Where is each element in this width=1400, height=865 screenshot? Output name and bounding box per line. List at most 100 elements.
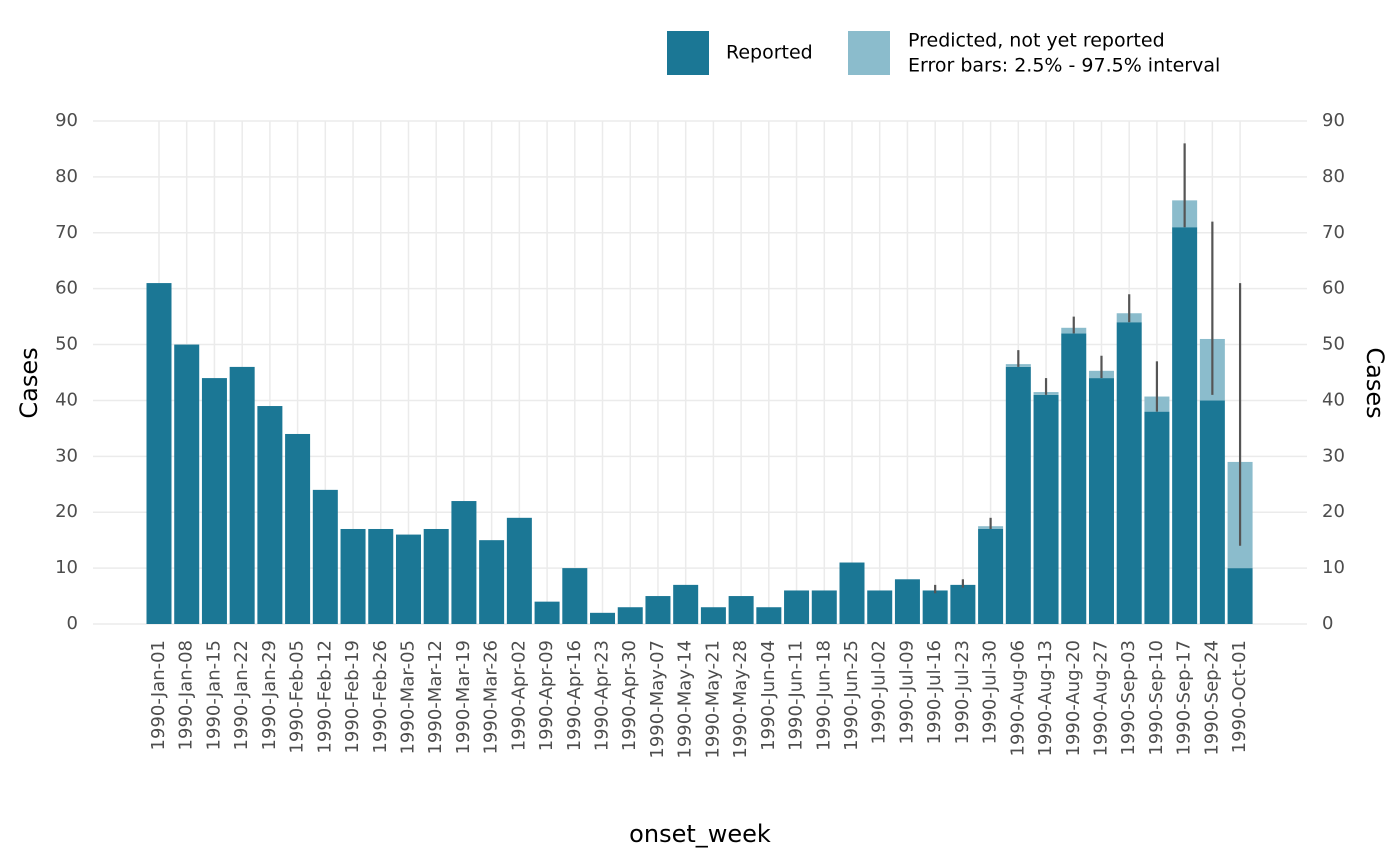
bar	[1144, 411, 1170, 624]
y-tick-label: 50	[55, 334, 78, 355]
bar	[1172, 227, 1198, 624]
bar	[534, 601, 560, 624]
y2-tick-label: 60	[1322, 278, 1345, 299]
y2-tick-label: 40	[1322, 389, 1345, 410]
y2-tick-label: 30	[1322, 445, 1345, 466]
bar	[451, 501, 477, 624]
bar	[1227, 568, 1253, 624]
x-tick-label: 1990-Apr-30	[619, 640, 640, 751]
x-tick-label: 1990-Jul-09	[896, 640, 917, 744]
y2-tick-label: 20	[1322, 501, 1345, 522]
y-tick-label: 0	[67, 613, 78, 634]
bar	[285, 433, 311, 624]
y2-tick-label: 90	[1322, 110, 1345, 131]
y2-tick-label: 0	[1322, 613, 1333, 634]
x-tick-label: 1990-Mar-05	[397, 640, 418, 755]
x-tick-label: 1990-Feb-26	[370, 640, 391, 754]
bar	[257, 406, 283, 624]
x-tick-label: 1990-Aug-27	[1090, 640, 1111, 756]
x-tick-label: 1990-Jul-02	[869, 640, 890, 744]
y-tick-label: 70	[55, 222, 78, 243]
x-tick-label: 1990-Aug-20	[1063, 640, 1084, 756]
y-tick-label: 20	[55, 501, 78, 522]
x-axis-title: onset_week	[629, 820, 771, 848]
bar	[756, 607, 782, 624]
bar	[174, 344, 200, 624]
y-tick-label: 30	[55, 445, 78, 466]
bar	[673, 584, 699, 624]
bar	[562, 568, 588, 624]
legend-label: Predicted, not yet reported	[908, 30, 1165, 52]
bar	[1088, 378, 1114, 624]
x-tick-label: 1990-Sep-03	[1118, 640, 1139, 756]
x-tick-label: 1990-Jan-29	[259, 640, 280, 750]
bar	[1061, 333, 1087, 624]
bar	[506, 517, 532, 624]
x-tick-label: 1990-Apr-16	[564, 640, 585, 751]
legend-swatch	[667, 31, 709, 75]
bar	[617, 607, 643, 624]
x-tick-label: 1990-Apr-09	[536, 640, 557, 751]
legend-label: Error bars: 2.5% - 97.5% interval	[908, 55, 1220, 77]
y2-tick-label: 50	[1322, 334, 1345, 355]
x-tick-label: 1990-Aug-06	[1007, 640, 1028, 756]
bar	[728, 596, 754, 624]
bar	[700, 607, 726, 624]
y2-tick-label: 70	[1322, 222, 1345, 243]
x-tick-label: 1990-Aug-13	[1035, 640, 1056, 756]
y2-tick-label: 10	[1322, 557, 1345, 578]
bar	[1033, 394, 1059, 624]
x-tick-label: 1990-Jun-25	[841, 640, 862, 751]
x-tick-label: 1990-May-28	[730, 640, 751, 759]
bar	[312, 489, 338, 624]
bar	[645, 596, 671, 624]
y-axis-title: Cases	[15, 347, 43, 418]
bar	[867, 590, 893, 624]
x-tick-label: 1990-Sep-17	[1174, 640, 1195, 756]
bar	[922, 590, 948, 624]
bar	[894, 579, 920, 624]
x-tick-label: 1990-Jul-23	[952, 640, 973, 744]
x-tick-label: 1990-Apr-23	[592, 640, 613, 751]
bar	[784, 590, 810, 624]
y-tick-label: 80	[55, 166, 78, 187]
x-tick-label: 1990-Feb-05	[287, 640, 308, 754]
bar	[395, 534, 421, 624]
y-tick-label: 40	[55, 389, 78, 410]
bar	[811, 590, 837, 624]
y2-axis-title: Cases	[1361, 347, 1389, 418]
x-tick-label: 1990-Jan-15	[203, 640, 224, 750]
bar	[1005, 366, 1031, 624]
y2-tick-label: 80	[1322, 166, 1345, 187]
x-tick-label: 1990-Oct-01	[1229, 640, 1250, 753]
x-tick-label: 1990-Jun-11	[786, 640, 807, 751]
y-tick-label: 10	[55, 557, 78, 578]
bar	[839, 562, 865, 624]
x-tick-label: 1990-Feb-12	[314, 640, 335, 754]
x-tick-label: 1990-Mar-12	[425, 640, 446, 755]
x-tick-label: 1990-Jul-30	[980, 640, 1001, 744]
x-tick-label: 1990-Sep-10	[1146, 640, 1167, 756]
legend-label: Reported	[726, 42, 813, 64]
x-tick-label: 1990-Sep-24	[1201, 640, 1222, 756]
x-tick-label: 1990-Feb-19	[342, 640, 363, 754]
bar	[590, 612, 616, 624]
x-tick-label: 1990-May-21	[702, 640, 723, 759]
x-tick-label: 1990-Mar-19	[453, 640, 474, 755]
bar	[479, 540, 505, 624]
x-tick-label: 1990-Apr-02	[508, 640, 529, 751]
bar	[1199, 400, 1225, 624]
x-tick-label: 1990-Mar-26	[481, 640, 502, 755]
x-tick-label: 1990-May-07	[647, 640, 668, 759]
x-tick-label: 1990-Jan-22	[231, 640, 252, 750]
bar	[201, 378, 227, 624]
y-tick-label: 60	[55, 278, 78, 299]
x-tick-label: 1990-Jul-16	[924, 640, 945, 744]
y-tick-label: 90	[55, 110, 78, 131]
bar	[368, 528, 394, 624]
x-tick-label: 1990-Jan-08	[176, 640, 197, 750]
bar	[229, 366, 255, 624]
legend-swatch	[848, 31, 890, 75]
bar	[950, 584, 976, 624]
